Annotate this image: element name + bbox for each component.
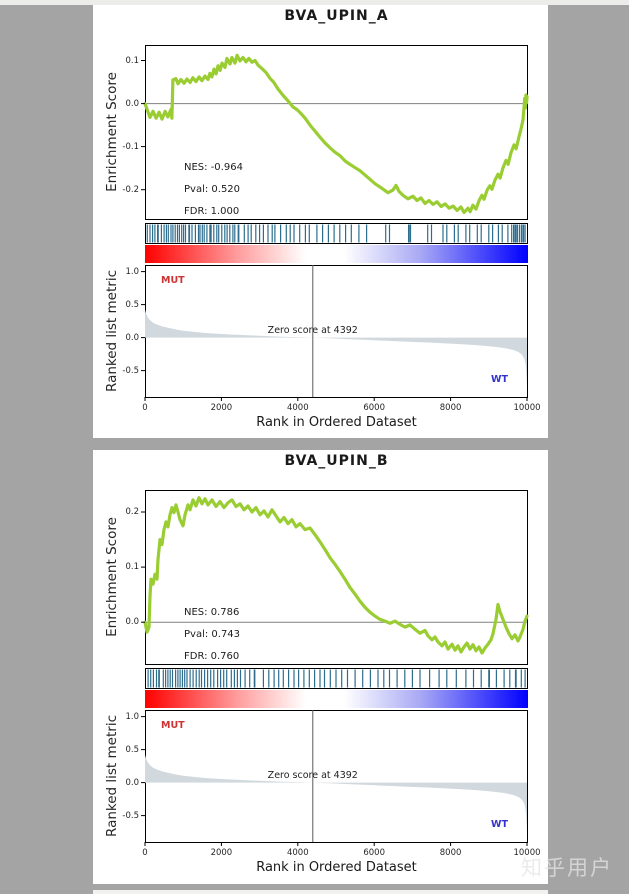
x-tick-label: 2000: [210, 848, 233, 858]
positive-phenotype-label: MUT: [161, 275, 185, 286]
x-tick-label: 8000: [439, 403, 462, 413]
metric-ytick-label: 0.5: [125, 299, 139, 310]
hits-plot-box: [145, 668, 528, 689]
es-ytick-label: 0.0: [125, 98, 139, 109]
zero-score-label: Zero score at 4392: [267, 325, 358, 336]
fdr-value: FDR: 0.760: [184, 651, 240, 662]
x-tick-label: 6000: [363, 848, 385, 858]
metric-area: [145, 309, 527, 386]
hit-ticks: [146, 224, 526, 243]
watermark: 知乎用户: [521, 856, 613, 880]
x-tick-label: 0: [142, 848, 148, 858]
x-tick-label: 4000: [286, 403, 309, 413]
x-tick-label: 4000: [286, 848, 309, 858]
hit-ticks: [147, 669, 526, 688]
metric-area: [145, 754, 527, 831]
metric-ytick-label: 1.0: [125, 266, 139, 277]
positive-phenotype-label: MUT: [161, 720, 185, 731]
metric-ytick-label: 1.0: [125, 711, 139, 722]
x-axis-label: Rank in Ordered Dataset: [256, 860, 417, 875]
es-ytick-label: 0.1: [125, 562, 139, 573]
es-curve-line: [143, 53, 529, 215]
gsea-panel-b: BVA_UPIN_B Enrichment Score Ranked list …: [93, 450, 548, 884]
metric-ytick-label: -0.5: [122, 810, 139, 821]
negative-phenotype-label: WT: [491, 374, 508, 385]
nes-value: NES: -0.964: [184, 162, 243, 173]
x-tick-label: 0: [142, 403, 148, 413]
x-axis-label: Rank in Ordered Dataset: [256, 415, 417, 430]
panel-title: BVA_UPIN_A: [284, 8, 389, 24]
es-plot-box: [145, 45, 528, 220]
top-strip: [0, 0, 629, 5]
x-tick-label: 8000: [439, 848, 462, 858]
plot-canvas: [141, 53, 529, 401]
stats-block: NES: 0.786 Pval: 0.743 FDR: 0.760: [184, 602, 240, 668]
es-curve-line: [143, 496, 529, 655]
x-tick-label: 10000: [513, 848, 541, 858]
bottom-strip: [93, 890, 548, 894]
es-ytick-label: 0.2: [125, 507, 139, 518]
metric-ytick-label: 0.0: [125, 777, 139, 788]
hits-plot-box: [145, 223, 528, 244]
gsea-panel-a: BVA_UPIN_A Enrichment Score Ranked list …: [93, 5, 548, 438]
x-tick-label: 6000: [363, 403, 385, 413]
axis-tick-marks: [141, 60, 528, 401]
metric-ytick-label: 0.0: [125, 332, 139, 343]
rank-gradient-bar: [145, 690, 528, 708]
negative-phenotype-label: WT: [491, 819, 508, 830]
metric-ytick-label: -0.5: [122, 365, 139, 376]
metric-ytick-label: 0.5: [125, 744, 139, 755]
pval-value: Pval: 0.520: [184, 184, 241, 195]
stats-block: NES: -0.964 Pval: 0.520 FDR: 1.000: [184, 157, 243, 223]
es-ytick-label: 0.1: [125, 55, 139, 66]
panel-title: BVA_UPIN_B: [284, 453, 389, 469]
rank-gradient-bar: [145, 245, 528, 263]
axis-tick-marks: [141, 511, 528, 846]
plot-canvas: [141, 496, 529, 846]
es-ytick-label: -0.2: [122, 184, 139, 195]
x-tick-label: 2000: [210, 403, 233, 413]
pval-value: Pval: 0.743: [184, 629, 241, 640]
nes-value: NES: 0.786: [184, 607, 240, 618]
x-tick-label: 10000: [513, 403, 541, 413]
es-plot-box: [145, 490, 528, 665]
fdr-value: FDR: 1.000: [184, 206, 240, 217]
es-ytick-label: -0.1: [122, 141, 139, 152]
zero-score-label: Zero score at 4392: [267, 770, 358, 781]
es-ytick-label: 0.0: [125, 617, 139, 628]
